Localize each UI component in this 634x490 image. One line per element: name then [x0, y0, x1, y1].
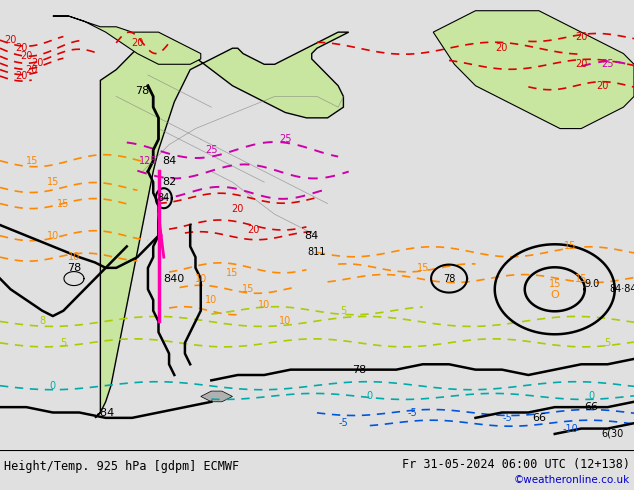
Text: 84: 84 — [162, 156, 176, 166]
Text: 20: 20 — [596, 81, 609, 91]
Polygon shape — [95, 32, 349, 418]
Text: 15: 15 — [564, 242, 577, 251]
Text: 811: 811 — [308, 247, 326, 257]
Text: 10: 10 — [68, 252, 80, 262]
Text: 10: 10 — [279, 317, 292, 326]
Text: 15: 15 — [57, 198, 70, 209]
Text: 66: 66 — [532, 413, 546, 423]
Text: 15: 15 — [575, 273, 587, 284]
Text: 84·84: 84·84 — [609, 284, 634, 294]
Text: -5: -5 — [407, 408, 417, 417]
Text: 15: 15 — [226, 268, 238, 278]
Text: 25: 25 — [205, 145, 217, 155]
Polygon shape — [433, 11, 634, 128]
Text: ©weatheronline.co.uk: ©weatheronline.co.uk — [514, 475, 630, 485]
Text: 15: 15 — [417, 263, 429, 273]
Text: 20: 20 — [15, 71, 27, 81]
Text: 5: 5 — [60, 338, 67, 348]
Text: -10: -10 — [563, 423, 578, 434]
Text: 20: 20 — [31, 58, 43, 68]
Text: 84: 84 — [158, 193, 170, 203]
Text: 66: 66 — [585, 402, 598, 412]
Text: 20: 20 — [575, 32, 587, 43]
Text: 20: 20 — [15, 43, 27, 53]
Text: 20: 20 — [575, 59, 587, 69]
Text: 0: 0 — [50, 381, 56, 391]
Text: 78: 78 — [136, 86, 150, 96]
Text: 20: 20 — [131, 38, 143, 48]
Text: 20: 20 — [496, 43, 508, 53]
Text: 9.0: 9.0 — [584, 279, 599, 289]
Text: 20: 20 — [4, 35, 16, 45]
Text: 20: 20 — [231, 204, 244, 214]
Polygon shape — [201, 391, 233, 402]
Text: 20: 20 — [247, 225, 260, 235]
Text: 0: 0 — [367, 392, 373, 401]
Text: 5: 5 — [604, 338, 611, 348]
Text: 15: 15 — [25, 156, 38, 166]
Text: 0: 0 — [589, 392, 595, 401]
Text: 78: 78 — [443, 273, 455, 284]
Text: 840: 840 — [164, 273, 185, 284]
Text: 125: 125 — [139, 156, 157, 166]
Text: 10: 10 — [205, 295, 217, 305]
Text: 15: 15 — [47, 177, 59, 187]
Text: 78: 78 — [67, 263, 81, 273]
Text: 15: 15 — [548, 279, 561, 289]
Text: 6(30: 6(30 — [602, 429, 624, 439]
Text: 5: 5 — [340, 306, 347, 316]
Text: 20: 20 — [20, 51, 32, 61]
Text: 15: 15 — [242, 284, 254, 294]
Text: 78: 78 — [352, 365, 366, 375]
Text: 25: 25 — [279, 134, 292, 144]
Polygon shape — [53, 16, 201, 64]
Text: 20: 20 — [25, 65, 38, 74]
Text: -5: -5 — [502, 413, 512, 423]
Text: Height/Temp. 925 hPa [gdpm] ECMWF: Height/Temp. 925 hPa [gdpm] ECMWF — [4, 460, 239, 472]
Text: O: O — [550, 290, 559, 300]
Text: 8: 8 — [39, 317, 45, 326]
Text: 82: 82 — [162, 177, 176, 187]
Text: 10: 10 — [47, 231, 59, 241]
Text: 10: 10 — [195, 273, 207, 284]
Text: Fr 31-05-2024 06:00 UTC (12+138): Fr 31-05-2024 06:00 UTC (12+138) — [402, 458, 630, 470]
Text: -5: -5 — [339, 418, 348, 428]
Text: -84: -84 — [96, 408, 115, 417]
Text: 25: 25 — [601, 59, 614, 69]
Text: 84: 84 — [304, 231, 319, 241]
Text: 10: 10 — [258, 300, 270, 310]
